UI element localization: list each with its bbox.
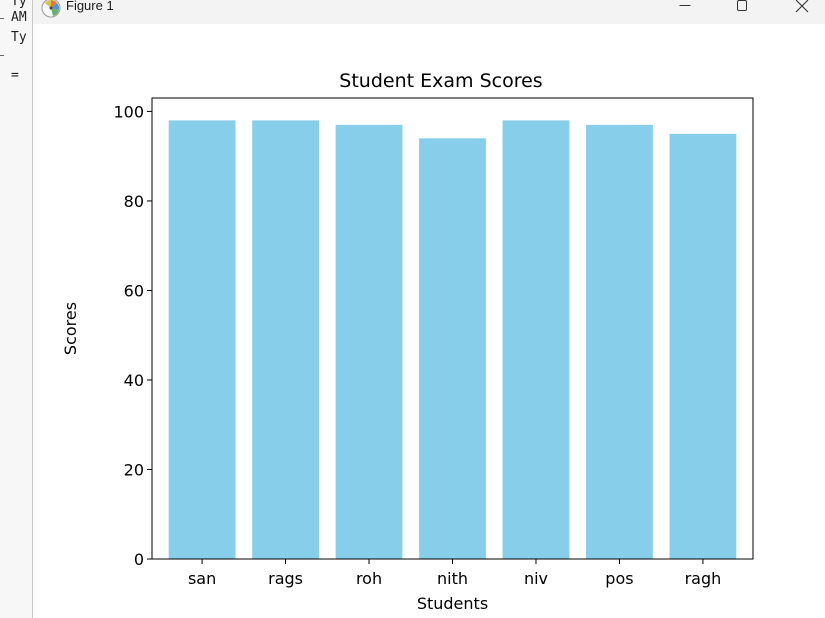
window-title: Figure 1 bbox=[66, 0, 114, 13]
x-tick-label: nith bbox=[437, 569, 468, 588]
y-tick-label: 100 bbox=[113, 102, 144, 121]
background-console: Ty AM Ty = bbox=[0, 0, 33, 618]
x-tick-label: ragh bbox=[685, 569, 722, 588]
x-tick-label: roh bbox=[356, 569, 382, 588]
x-tick-label: niv bbox=[524, 569, 548, 588]
bar-pos bbox=[586, 124, 653, 559]
maximize-button[interactable] bbox=[719, 0, 765, 24]
x-tick-label: pos bbox=[605, 569, 633, 588]
bars-group bbox=[168, 120, 737, 560]
title-bar[interactable]: Figure 1 bbox=[33, 0, 825, 24]
maximize-icon bbox=[737, 0, 747, 11]
matplotlib-figure-icon bbox=[40, 0, 62, 19]
console-line: Ty bbox=[11, 0, 27, 9]
bar-san bbox=[168, 120, 236, 560]
bar-chart: Student Exam Scores 0 20 40 60 80 100 san rags… bbox=[61, 70, 754, 613]
figure-window: Figure 1 Student Exam Scores 0 20 40 60 80 10… bbox=[33, 0, 825, 618]
y-tick-label: 20 bbox=[124, 460, 144, 479]
bar-niv bbox=[502, 120, 570, 560]
x-axis-label: Students bbox=[417, 594, 488, 613]
bar-nith bbox=[419, 138, 486, 559]
close-button[interactable] bbox=[779, 0, 825, 24]
bar-roh bbox=[335, 124, 403, 559]
close-icon bbox=[795, 0, 809, 13]
bar-rags bbox=[252, 120, 319, 560]
console-tick bbox=[0, 55, 4, 56]
bar-ragh bbox=[669, 133, 737, 559]
x-tick-label: san bbox=[188, 569, 216, 588]
console-tick bbox=[0, 18, 4, 19]
y-tick-label: 80 bbox=[124, 192, 144, 211]
x-tick-label: rags bbox=[268, 569, 303, 588]
y-tick-label: 60 bbox=[124, 281, 144, 300]
console-line: = bbox=[11, 68, 19, 83]
console-line: Ty bbox=[11, 30, 27, 45]
chart-title: Student Exam Scores bbox=[339, 70, 542, 92]
x-axis-ticks: san rags roh nith niv pos ragh bbox=[188, 559, 721, 588]
y-tick-label: 40 bbox=[124, 371, 144, 390]
y-axis-ticks: 0 20 40 60 80 100 bbox=[113, 102, 152, 569]
y-tick-label: 0 bbox=[134, 550, 144, 569]
minimize-icon bbox=[679, 5, 691, 6]
console-line: AM bbox=[11, 10, 27, 25]
minimize-button[interactable] bbox=[662, 0, 708, 24]
y-axis-label: Scores bbox=[61, 302, 80, 355]
